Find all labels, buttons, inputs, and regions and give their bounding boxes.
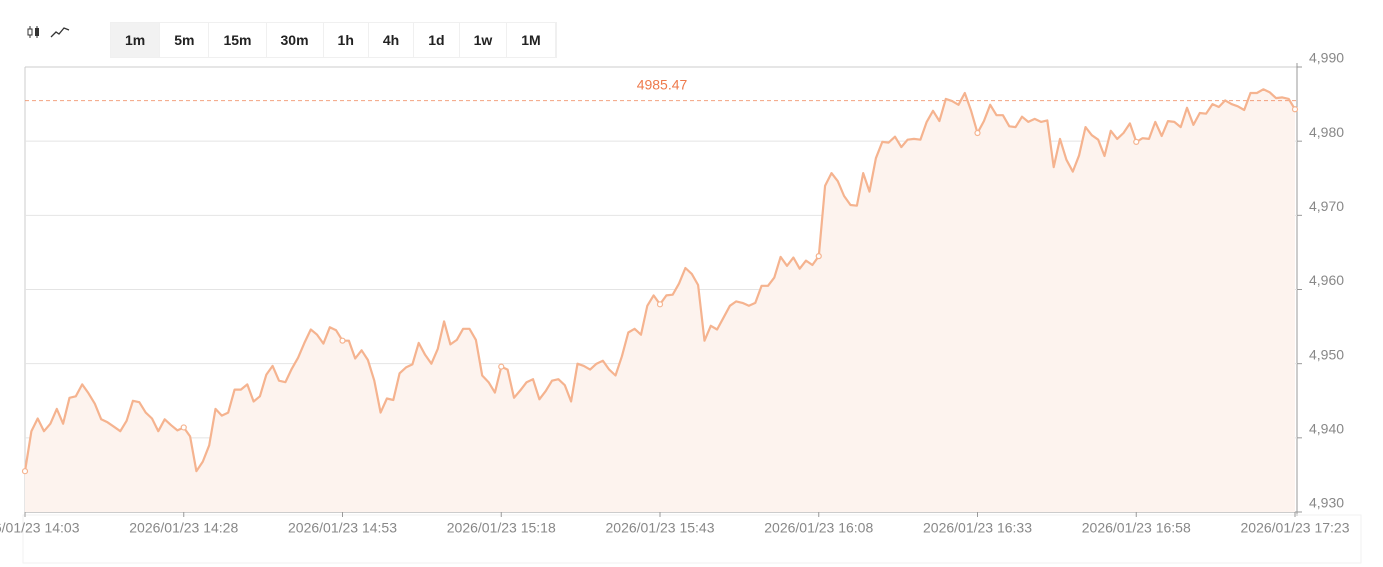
x-tick-label: 2026/01/23 14:28 xyxy=(129,520,238,536)
point-marker xyxy=(1133,138,1140,146)
y-tick-label: 4,990 xyxy=(1309,50,1344,66)
x-tick-label: 2026/01/23 16:58 xyxy=(1082,520,1191,536)
point-marker xyxy=(180,424,187,431)
x-tick-label: 2026/01/23 14:53 xyxy=(288,520,397,536)
y-tick-label: 4,970 xyxy=(1309,198,1344,214)
interval-button[interactable]: 5m xyxy=(160,23,210,57)
area xyxy=(25,89,1295,513)
x-tick-label: 2026/01/23 17:23 xyxy=(1241,520,1350,536)
line-icon[interactable] xyxy=(50,24,70,40)
interval-button[interactable]: 1w xyxy=(460,23,508,57)
bottom-frame xyxy=(22,514,1362,564)
y-tick-label: 4,930 xyxy=(1309,495,1344,511)
interval-button[interactable]: 1d xyxy=(414,23,460,57)
candle-icon[interactable] xyxy=(26,24,42,40)
interval-button[interactable]: 1m xyxy=(111,23,161,57)
price-label: 4985.47 xyxy=(637,76,688,92)
point-marker xyxy=(1291,106,1299,113)
y-tick-label: 4,960 xyxy=(1309,272,1344,288)
y-tick-label: 4,940 xyxy=(1309,421,1344,437)
interval-button[interactable]: 4h xyxy=(369,23,415,57)
point-marker xyxy=(974,129,981,137)
point-marker xyxy=(21,468,29,475)
interval-button[interactable]: 30m xyxy=(267,23,324,57)
chart-type-icons xyxy=(26,24,70,40)
point-marker xyxy=(656,301,664,308)
x-tick-label: 2026/01/23 15:18 xyxy=(447,520,556,536)
x-tick-label: 2026/01/23 14:03 xyxy=(0,520,80,536)
x-tick-label: 2026/01/23 15:43 xyxy=(606,520,715,536)
interval-button[interactable]: 1h xyxy=(324,23,369,57)
x-tick-label: 2026/01/23 16:33 xyxy=(923,520,1032,536)
interval-buttons: 1m 5m 15m 30m 1h 4h 1d 1w 1M xyxy=(110,22,557,58)
point-marker xyxy=(339,337,346,344)
point-marker xyxy=(498,363,505,370)
toolbar: 1m 5m 15m 30m 1h 4h 1d 1w 1M xyxy=(26,22,557,58)
interval-button[interactable]: 1M xyxy=(507,23,556,57)
y-tick-label: 4,950 xyxy=(1309,346,1344,362)
y-tick-label: 4,980 xyxy=(1309,124,1344,140)
interval-button[interactable]: 15m xyxy=(209,23,267,57)
x-tick-label: 2026/01/23 16:08 xyxy=(764,520,873,536)
point-marker xyxy=(815,253,822,260)
